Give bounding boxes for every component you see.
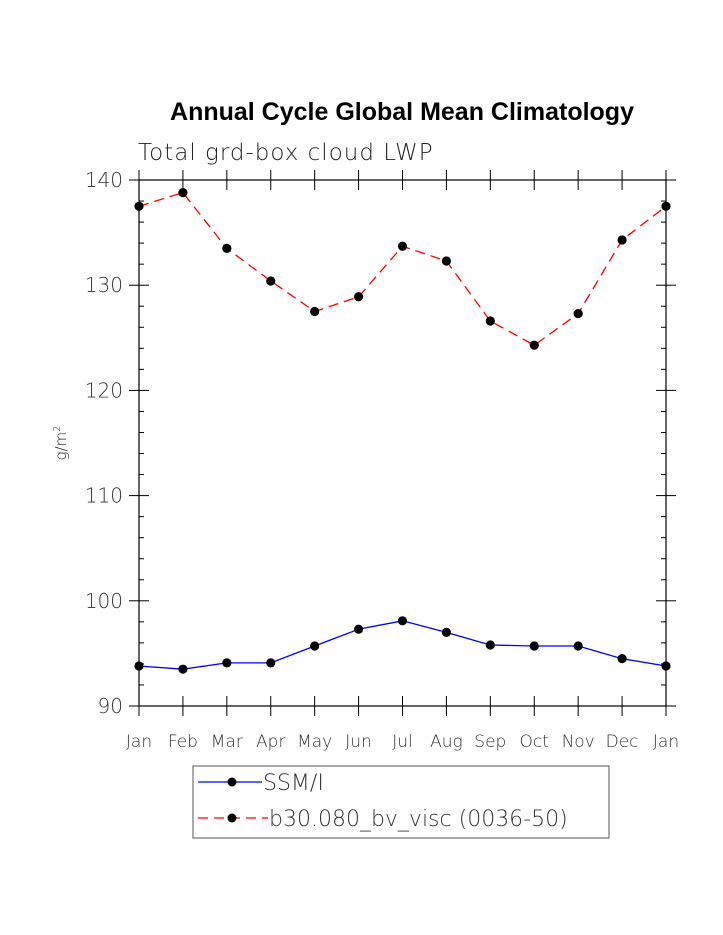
chart-subtitle: Total grd-box cloud LWP [138, 140, 434, 166]
series-0-point [661, 661, 671, 671]
series-line-1 [138, 191, 667, 346]
y-axis: 90 100 110 120 130 140 [85, 168, 676, 718]
series-0-point [441, 627, 452, 637]
series-line-0 [138, 620, 667, 670]
y-tick-label: 100 [85, 589, 123, 613]
legend-label-ssmi: SSM/I [263, 771, 324, 796]
x-tick-label: Dec [606, 732, 639, 752]
series-1-point [310, 306, 320, 317]
x-tick-label: Sep [474, 732, 506, 752]
series-0-point [266, 658, 276, 668]
series-0-point [529, 641, 539, 651]
y-axis-label-base: g/m [52, 432, 70, 461]
x-tick-label: Jan [653, 732, 679, 752]
series-1-point [529, 340, 539, 350]
series-1-point [222, 243, 232, 253]
y-axis-label: g/m2 [52, 425, 70, 460]
x-tick-label: Feb [168, 732, 198, 752]
series-layer [134, 188, 671, 674]
legend-box [192, 765, 610, 839]
legend-label-model: b30.080_bv_visc (0036-50) [269, 807, 568, 832]
series-1-point [397, 241, 408, 251]
x-axis: Jan Feb Mar Apr May Jun Jul Aug Sep Oct Nov Dec Jan [126, 170, 679, 752]
series-1-point [353, 292, 364, 302]
x-tick-label: Jan [126, 732, 152, 752]
series-1-point [266, 276, 276, 286]
series-1-point [441, 256, 452, 266]
series-0-point [353, 624, 364, 634]
series-1-point [178, 188, 188, 198]
x-tick-label: Apr [256, 732, 285, 752]
series-0-point [617, 654, 627, 664]
series-0-point [397, 616, 408, 626]
y-tick-label: 110 [85, 484, 123, 508]
legend-marker-model [227, 813, 237, 823]
series-1-point [485, 316, 495, 326]
series-0-point [573, 641, 583, 651]
series-1-point [661, 201, 671, 211]
series-1-point [617, 235, 627, 245]
chart-title: Annual Cycle Global Mean Climatology [170, 98, 634, 126]
y-tick-label: 140 [85, 168, 123, 192]
series-0-point [178, 664, 188, 674]
series-0-point [310, 641, 320, 651]
legend: SSM/I b30.080_bv_visc (0036-50) [192, 765, 610, 839]
series-1-point [573, 309, 583, 319]
x-tick-label: Jul [392, 732, 413, 752]
x-tick-label: Aug [430, 732, 463, 752]
y-tick-label: 120 [85, 378, 123, 402]
series-1-point [134, 201, 144, 211]
x-tick-label: May [297, 732, 332, 752]
x-tick-label: Jun [345, 732, 372, 752]
series-0-point [222, 658, 232, 668]
series-0-point [485, 640, 495, 650]
x-tick-label: Nov [562, 732, 595, 752]
y-tick-label: 90 [98, 694, 123, 718]
legend-marker-ssmi [227, 777, 237, 787]
y-axis-label-sup: 2 [52, 425, 63, 431]
plot-frame [138, 179, 667, 707]
series-0-point [134, 661, 144, 671]
x-tick-label: Oct [520, 732, 549, 752]
y-tick-label: 130 [85, 273, 123, 297]
x-tick-label: Mar [211, 732, 243, 752]
